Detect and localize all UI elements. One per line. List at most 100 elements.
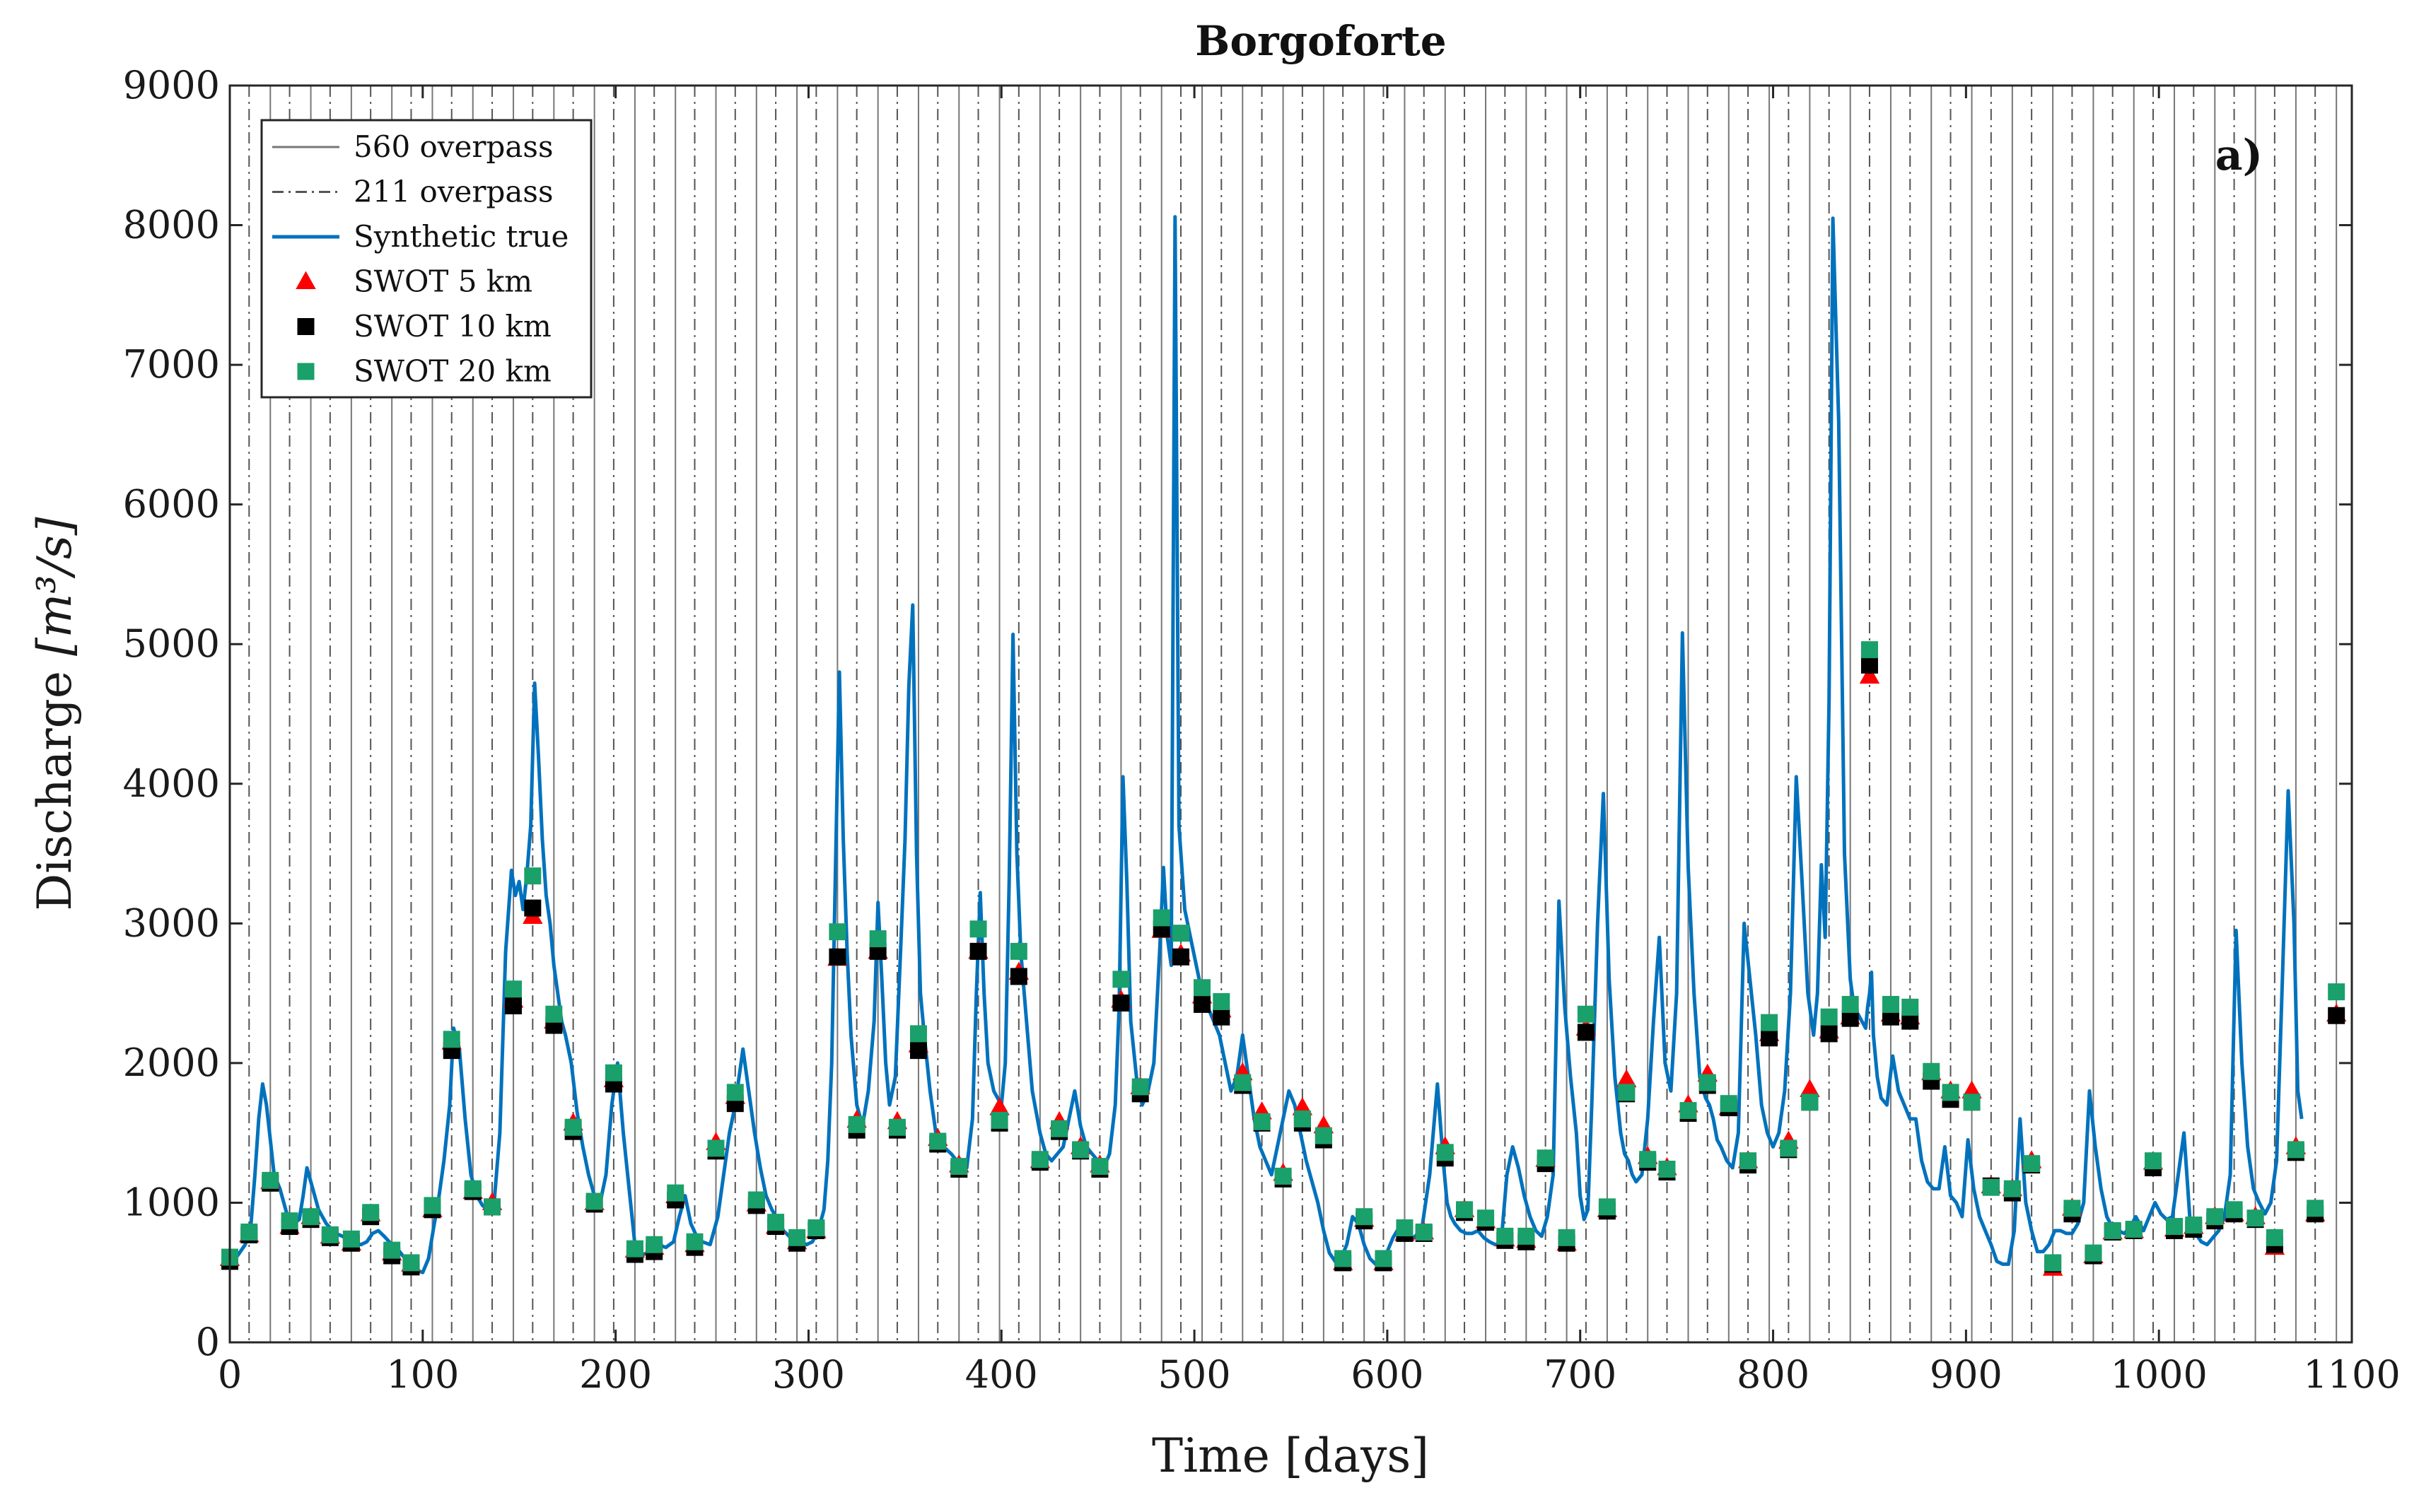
x-tick-label-1: 100 [386, 1352, 459, 1397]
swot-20km-point-21 [646, 1236, 663, 1253]
swot-10km-point-76 [1761, 1029, 1778, 1047]
plot-area-frame [228, 84, 2353, 1344]
swot-20km-point-101 [2266, 1229, 2283, 1246]
swot-10km-point-34 [909, 1042, 927, 1060]
chart-title: Borgoforte [1195, 17, 1446, 65]
swot-20km-point-97 [2185, 1217, 2203, 1234]
legend-swatch-swot20 [297, 363, 315, 380]
swot-20km-point-67 [1577, 1005, 1595, 1023]
x-tick-label-5: 500 [1158, 1352, 1231, 1397]
swot-20km-point-64 [1517, 1227, 1535, 1245]
swot-20km-point-1 [240, 1223, 258, 1241]
swot-20km-point-62 [1477, 1209, 1495, 1227]
swot-20km-point-76 [1761, 1014, 1778, 1031]
y-tick-label-4: 4000 [123, 761, 220, 806]
x-tick-label-9: 900 [1930, 1352, 2003, 1397]
swot-20km-point-36 [950, 1158, 968, 1176]
swot-20km-point-15 [524, 867, 542, 885]
swot-20km-point-53 [1293, 1110, 1311, 1127]
swot-20km-point-2 [262, 1171, 279, 1189]
legend-box [260, 119, 593, 399]
swot-20km-point-35 [929, 1132, 947, 1150]
y-tick-label-8: 8000 [123, 203, 220, 247]
x-axis-label: Time [days] [1152, 1429, 1429, 1483]
swot-20km-point-55 [1334, 1250, 1352, 1267]
swot-10km-point-15 [524, 899, 542, 917]
swot-10km-point-30 [829, 948, 846, 966]
swot-20km-point-25 [726, 1084, 744, 1101]
swot-20km-point-7 [362, 1204, 380, 1221]
swot-10km-point-49 [1213, 1008, 1230, 1026]
swot-20km-point-87 [1982, 1178, 2000, 1196]
x-tick-label-0: 0 [218, 1352, 242, 1397]
swot-20km-point-13 [484, 1198, 501, 1216]
swot-20km-point-29 [808, 1219, 825, 1237]
swot-20km-point-28 [788, 1229, 806, 1246]
swot-20km-point-16 [545, 1005, 563, 1023]
y-tick-label-0: 0 [196, 1320, 220, 1364]
swot-20km-point-88 [2003, 1180, 2021, 1197]
swot-10km-point-81 [1860, 656, 1878, 674]
swot-20km-point-60 [1436, 1144, 1454, 1161]
swot-20km-point-81 [1860, 641, 1878, 659]
x-tick-label-8: 800 [1737, 1352, 1809, 1397]
swot-10km-point-48 [1194, 995, 1211, 1013]
legend-label-swot20: SWOT 20 km [354, 354, 552, 389]
swot-20km-point-27 [767, 1214, 785, 1231]
legend-label-ov560: 560 overpass [354, 129, 554, 164]
swot-20km-point-59 [1415, 1223, 1433, 1241]
swot-20km-point-32 [869, 930, 887, 948]
swot-10km-point-37 [969, 942, 987, 960]
swot-20km-point-103 [2307, 1200, 2324, 1217]
swot-20km-point-9 [402, 1254, 420, 1272]
x-tick-label-10: 1000 [2110, 1352, 2207, 1397]
swot-20km-point-70 [1639, 1151, 1657, 1168]
swot-20km-point-47 [1172, 925, 1189, 942]
swot-20km-point-65 [1537, 1149, 1554, 1167]
y-tick-label-5: 5000 [123, 621, 220, 666]
swot-20km-point-74 [1720, 1095, 1737, 1113]
swot-20km-point-75 [1739, 1152, 1757, 1170]
swot-20km-point-17 [564, 1118, 582, 1136]
legend: 560 overpass 211 overpass Synthetic true SW… [260, 119, 593, 399]
swot-20km-point-30 [829, 923, 846, 941]
swot-20km-point-52 [1274, 1167, 1292, 1185]
swot-10km-point-47 [1172, 948, 1189, 966]
swot-20km-point-66 [1558, 1229, 1575, 1246]
swot-20km-point-34 [909, 1025, 927, 1043]
swot-20km-point-37 [969, 920, 987, 938]
swot-20km-point-86 [1963, 1094, 1981, 1111]
swot-20km-point-104 [2328, 983, 2345, 1001]
swot-20km-point-49 [1213, 992, 1230, 1010]
swot-20km-point-38 [991, 1111, 1008, 1129]
swot-5km-point-78 [1800, 1079, 1820, 1097]
swot-20km-point-20 [626, 1240, 643, 1258]
swot-20km-point-12 [464, 1180, 482, 1197]
swot-20km-point-98 [2206, 1208, 2224, 1226]
swot-20km-point-82 [1882, 995, 1899, 1013]
swot-20km-point-73 [1698, 1074, 1716, 1091]
swot-20km-point-72 [1679, 1102, 1697, 1120]
swot-20km-point-8 [383, 1241, 401, 1259]
swot-20km-point-80 [1841, 995, 1859, 1013]
swot-20km-point-41 [1051, 1120, 1068, 1137]
swot-20km-point-69 [1618, 1084, 1636, 1101]
swot-20km-point-58 [1396, 1219, 1413, 1237]
swot-20km-point-11 [443, 1031, 460, 1048]
y-axis-label-main: Discharge [28, 656, 82, 911]
swot-20km-point-4 [302, 1208, 320, 1226]
y-tick-label-1: 1000 [123, 1180, 220, 1224]
swot-20km-point-22 [667, 1184, 684, 1202]
swot-20km-point-26 [747, 1191, 765, 1209]
swot-20km-point-43 [1091, 1158, 1109, 1176]
x-tick-label-7: 700 [1544, 1352, 1616, 1397]
y-tick-label-7: 7000 [123, 342, 220, 387]
y-axis-label: Discharge [m³/s] [28, 517, 82, 910]
swot-10km-point-44 [1112, 994, 1130, 1012]
swot-20km-point-33 [888, 1118, 906, 1136]
swot-20km-point-50 [1234, 1074, 1252, 1091]
swot-20km-point-48 [1194, 979, 1211, 997]
swot-20km-point-10 [424, 1197, 441, 1214]
swot-20km-point-51 [1253, 1113, 1271, 1130]
